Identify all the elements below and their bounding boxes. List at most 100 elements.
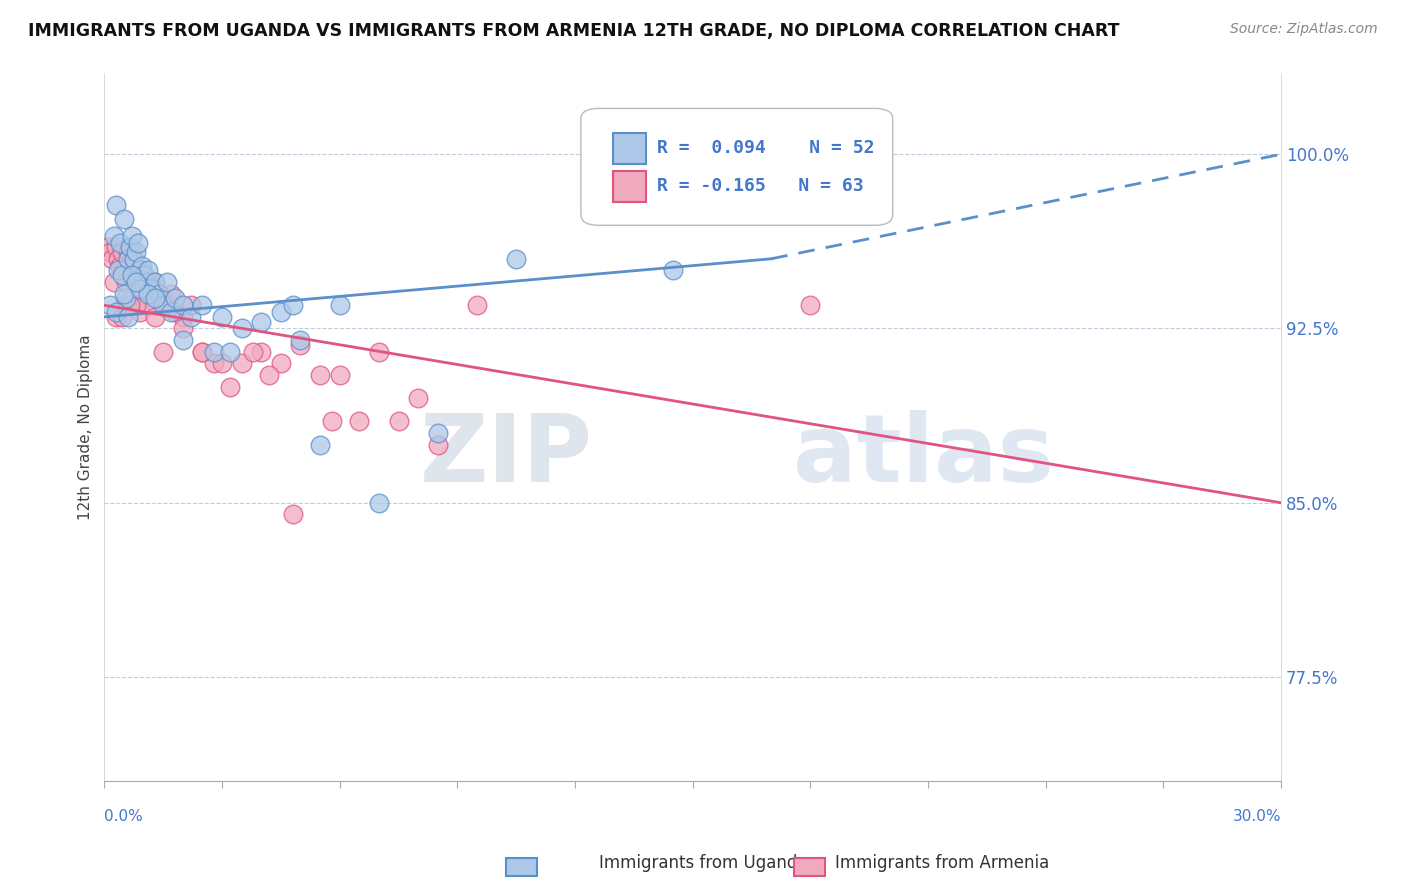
Text: IMMIGRANTS FROM UGANDA VS IMMIGRANTS FROM ARMENIA 12TH GRADE, NO DIPLOMA CORRELA: IMMIGRANTS FROM UGANDA VS IMMIGRANTS FRO… [28, 22, 1119, 40]
Point [107, 252, 129, 266]
Point [406, 391, 429, 405]
Point [191, 298, 214, 312]
Point [107, 263, 129, 277]
Point [131, 275, 153, 289]
Point [180, 310, 202, 324]
Point [101, 252, 124, 266]
Point [219, 379, 242, 393]
Point [103, 275, 125, 289]
Point [211, 310, 233, 324]
Point [118, 298, 141, 312]
Point [125, 275, 148, 289]
Point [160, 305, 183, 319]
Point [172, 321, 194, 335]
Point [111, 268, 134, 282]
Point [211, 356, 233, 370]
Point [505, 252, 527, 266]
Point [242, 344, 264, 359]
Point [290, 333, 312, 347]
Point [156, 298, 179, 312]
FancyBboxPatch shape [581, 109, 893, 226]
Point [135, 275, 157, 289]
Point [122, 259, 145, 273]
Point [250, 314, 273, 328]
Point [108, 235, 131, 250]
Point [97, 240, 120, 254]
Point [309, 437, 332, 451]
Point [128, 263, 150, 277]
Point [387, 414, 409, 428]
Point [426, 437, 449, 451]
Point [163, 291, 186, 305]
Point [160, 286, 183, 301]
Text: Immigrants from Uganda: Immigrants from Uganda [599, 855, 807, 872]
Point [122, 252, 145, 266]
Point [329, 368, 352, 382]
Point [148, 286, 170, 301]
Point [118, 259, 141, 273]
FancyBboxPatch shape [613, 133, 645, 163]
Text: 0.0%: 0.0% [104, 809, 143, 824]
Point [426, 425, 449, 440]
Point [121, 252, 143, 266]
Point [112, 263, 135, 277]
Point [321, 414, 343, 428]
Text: 30.0%: 30.0% [1233, 809, 1281, 824]
Point [112, 286, 135, 301]
Point [117, 298, 139, 312]
Point [98, 244, 121, 259]
Point [121, 268, 143, 282]
Point [152, 291, 174, 305]
Point [202, 344, 225, 359]
Point [105, 305, 128, 319]
Point [281, 298, 304, 312]
Point [349, 414, 371, 428]
Text: Source: ZipAtlas.com: Source: ZipAtlas.com [1230, 22, 1378, 37]
Point [465, 298, 488, 312]
Point [136, 263, 159, 277]
Point [111, 310, 134, 324]
Point [662, 263, 685, 277]
Point [105, 240, 128, 254]
Point [145, 275, 167, 289]
Point [172, 333, 194, 347]
Point [290, 337, 312, 351]
Point [98, 298, 121, 312]
Point [105, 310, 128, 324]
Text: Immigrants from Armenia: Immigrants from Armenia [835, 855, 1049, 872]
Text: atlas: atlas [793, 409, 1053, 501]
Point [127, 235, 149, 250]
Point [202, 356, 225, 370]
Point [148, 286, 170, 301]
Point [367, 496, 389, 510]
Point [163, 305, 186, 319]
Point [121, 228, 143, 243]
Point [115, 291, 138, 305]
Point [172, 298, 194, 312]
Point [219, 344, 242, 359]
Point [136, 286, 159, 301]
Point [131, 259, 153, 273]
Y-axis label: 12th Grade, No Diploma: 12th Grade, No Diploma [79, 334, 93, 520]
Point [367, 344, 389, 359]
FancyBboxPatch shape [613, 171, 645, 202]
Point [270, 305, 292, 319]
Point [270, 356, 292, 370]
Point [115, 275, 138, 289]
Point [125, 244, 148, 259]
Point [180, 298, 202, 312]
Point [103, 228, 125, 243]
Point [125, 263, 148, 277]
Point [152, 298, 174, 312]
Text: ZIP: ZIP [420, 409, 593, 501]
Point [128, 282, 150, 296]
Point [128, 305, 150, 319]
Point [125, 298, 148, 312]
Point [136, 298, 159, 312]
Text: R = -0.165   N = 63: R = -0.165 N = 63 [658, 178, 865, 195]
Point [112, 212, 135, 227]
Point [257, 368, 280, 382]
Point [127, 268, 149, 282]
Point [329, 298, 352, 312]
Point [112, 298, 135, 312]
